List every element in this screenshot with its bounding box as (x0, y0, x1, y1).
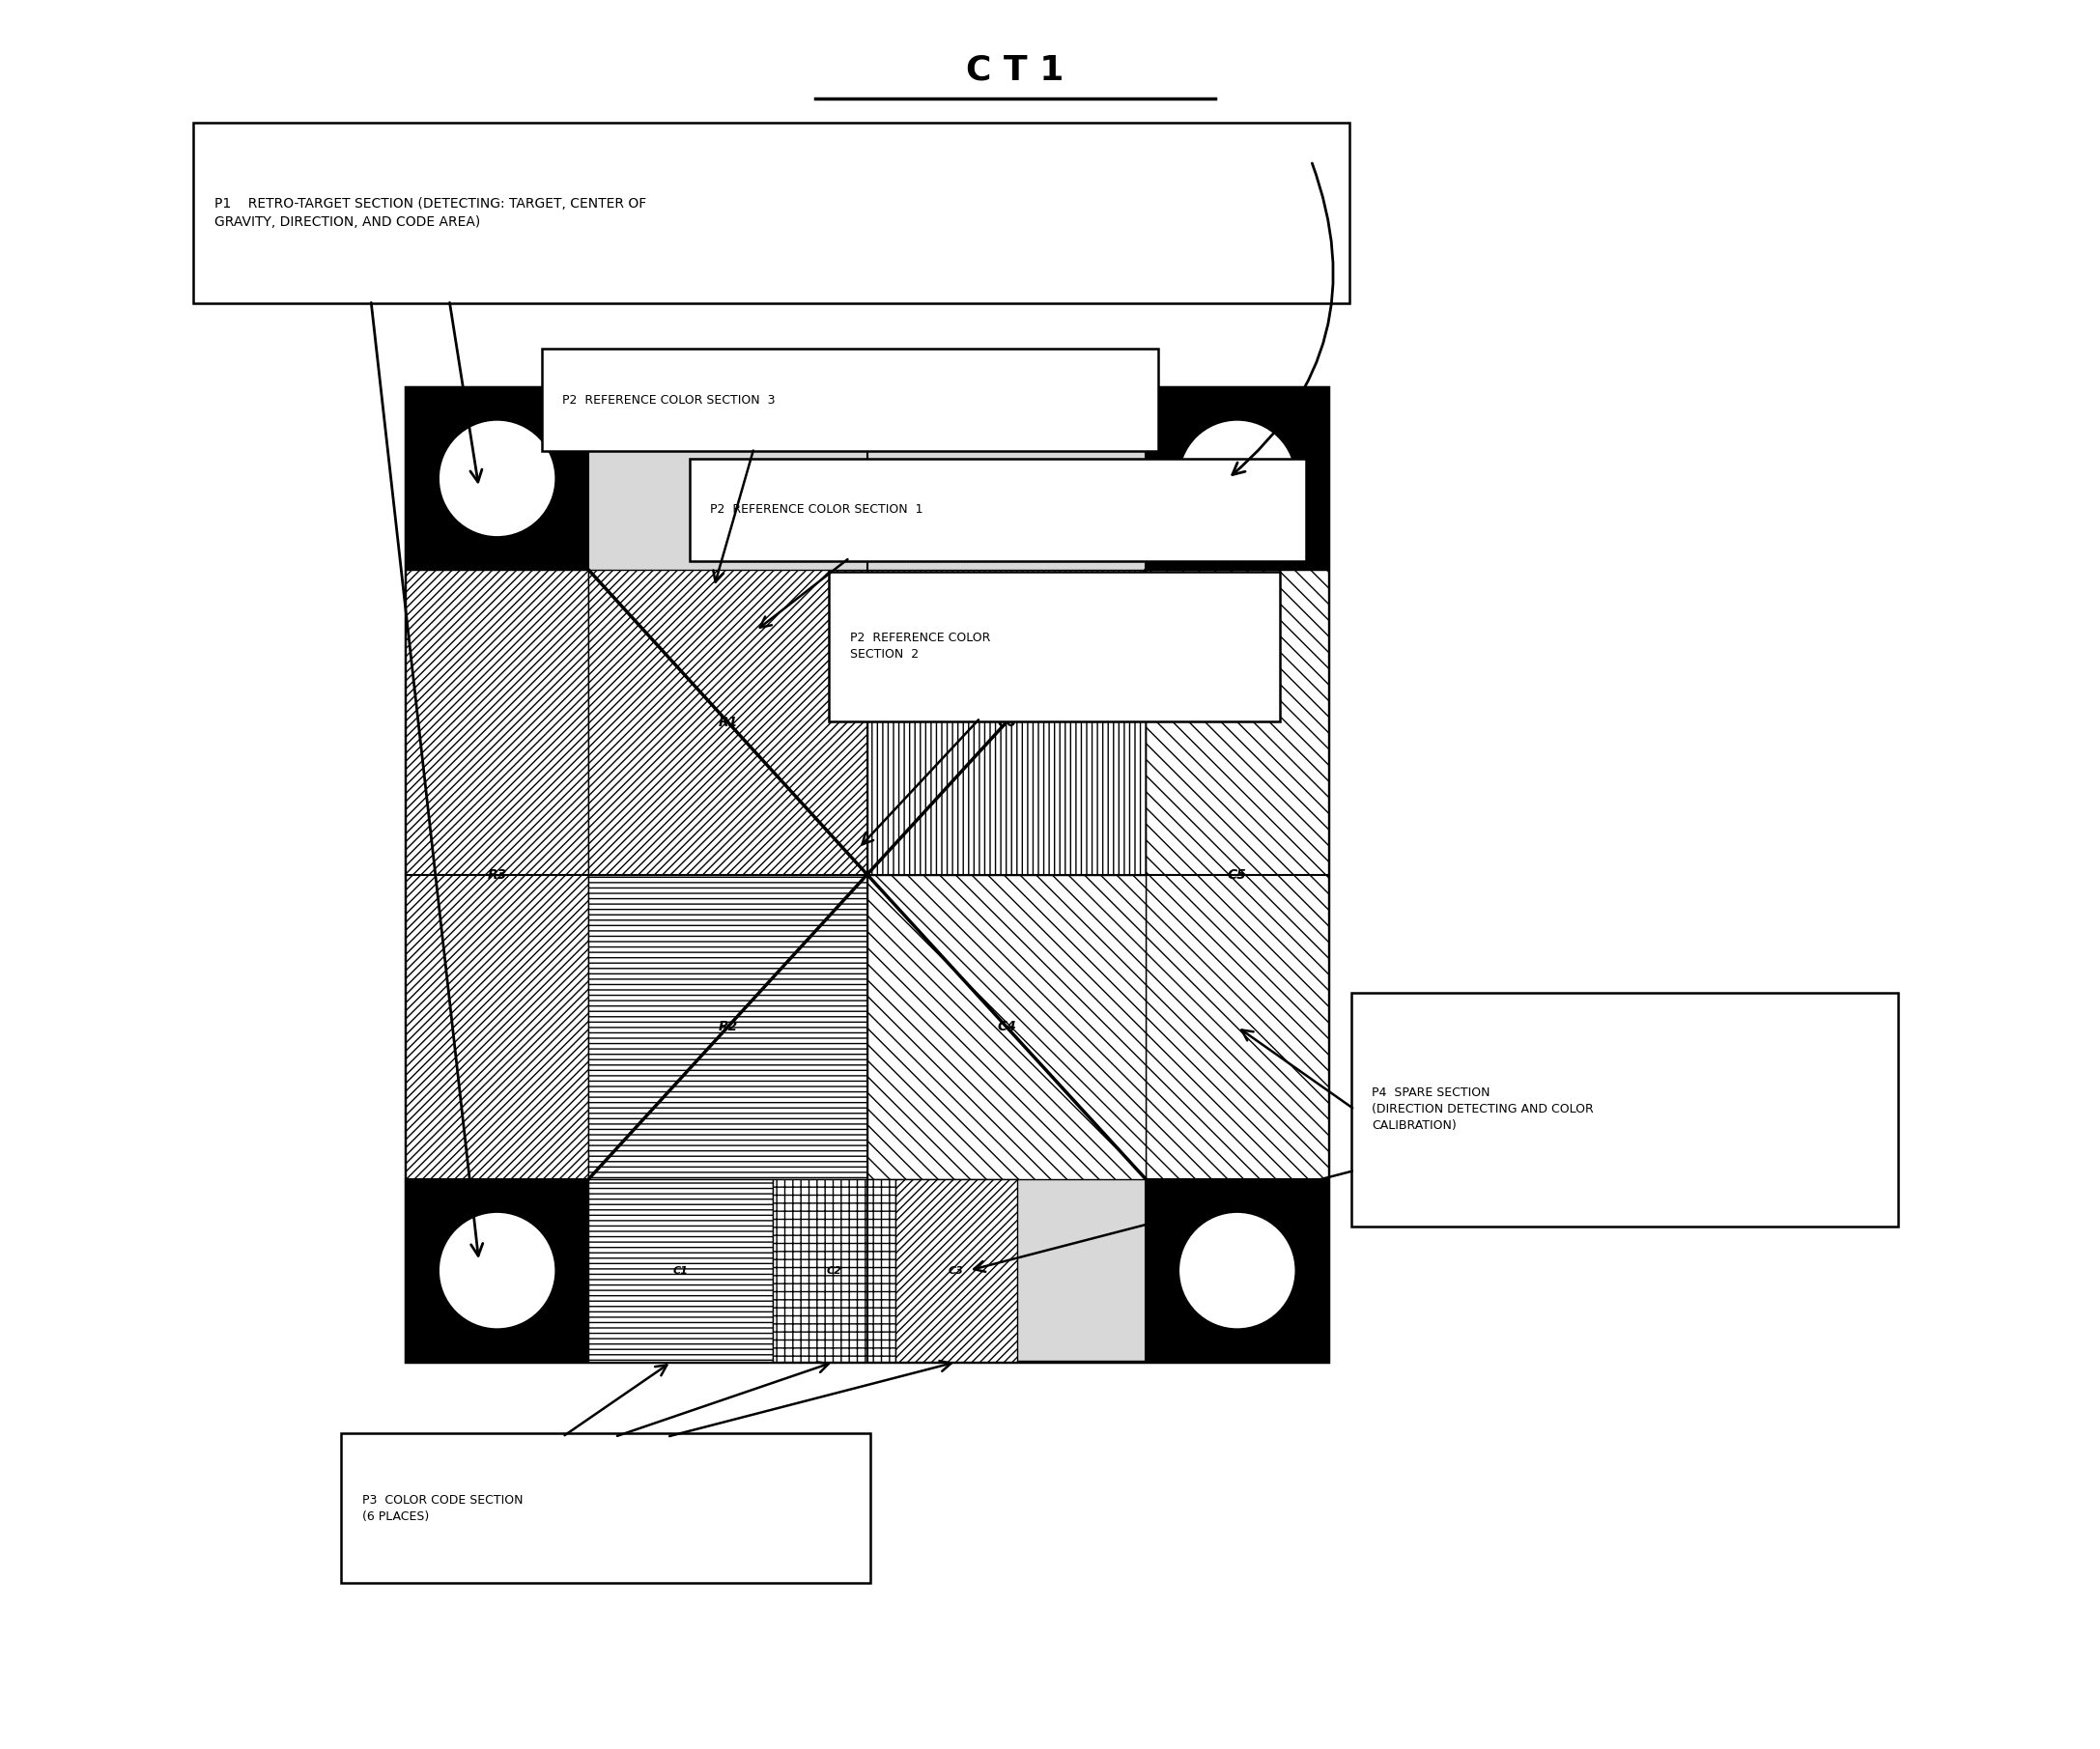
FancyBboxPatch shape (689, 458, 1306, 561)
Text: C3: C3 (949, 1266, 964, 1275)
Text: P4  SPARE SECTION
(DIRECTION DETECTING AND COLOR
CALIBRATION): P4 SPARE SECTION (DIRECTION DETECTING AN… (1371, 1086, 1594, 1132)
Text: C1: C1 (672, 1266, 689, 1275)
Text: P1    RETRO-TARGET SECTION (DETECTING: TARGET, CENTER OF
GRAVITY, DIRECTION, AND: P1 RETRO-TARGET SECTION (DETECTING: TARG… (214, 198, 647, 229)
FancyBboxPatch shape (830, 572, 1279, 721)
Text: P2  REFERENCE COLOR SECTION  3: P2 REFERENCE COLOR SECTION 3 (563, 394, 775, 406)
Text: P2  REFERENCE COLOR
SECTION  2: P2 REFERENCE COLOR SECTION 2 (850, 631, 991, 661)
Text: C4: C4 (997, 1020, 1016, 1034)
Bar (1147, 1179, 1329, 1362)
FancyBboxPatch shape (542, 348, 1157, 451)
FancyBboxPatch shape (1350, 993, 1898, 1226)
Bar (773, 1179, 895, 1362)
Text: C2: C2 (825, 1266, 842, 1275)
Text: P3  COLOR CODE SECTION
(6 PLACES): P3 COLOR CODE SECTION (6 PLACES) (361, 1494, 523, 1523)
Circle shape (1180, 1214, 1294, 1327)
Text: R2: R2 (718, 1020, 737, 1034)
Text: C5: C5 (1228, 868, 1247, 881)
Circle shape (1180, 422, 1294, 535)
Bar (588, 570, 867, 874)
Bar (588, 874, 867, 1179)
Text: C T 1: C T 1 (966, 54, 1065, 87)
Text: P2  REFERENCE COLOR SECTION  1: P2 REFERENCE COLOR SECTION 1 (710, 504, 924, 516)
Text: R1: R1 (718, 715, 737, 729)
Bar (405, 570, 588, 1179)
Text: R3: R3 (487, 868, 506, 881)
Circle shape (441, 1214, 554, 1327)
FancyBboxPatch shape (193, 122, 1350, 304)
Circle shape (441, 422, 554, 535)
Bar (867, 874, 1147, 1179)
Bar (405, 387, 588, 570)
Bar (1147, 570, 1329, 1179)
Bar (588, 1179, 773, 1362)
Bar (405, 1179, 588, 1362)
FancyBboxPatch shape (342, 1434, 872, 1583)
Bar (1147, 387, 1329, 570)
Bar (867, 570, 1147, 874)
Text: C6: C6 (997, 715, 1016, 729)
Bar (405, 387, 1329, 1362)
Bar (895, 1179, 1018, 1362)
